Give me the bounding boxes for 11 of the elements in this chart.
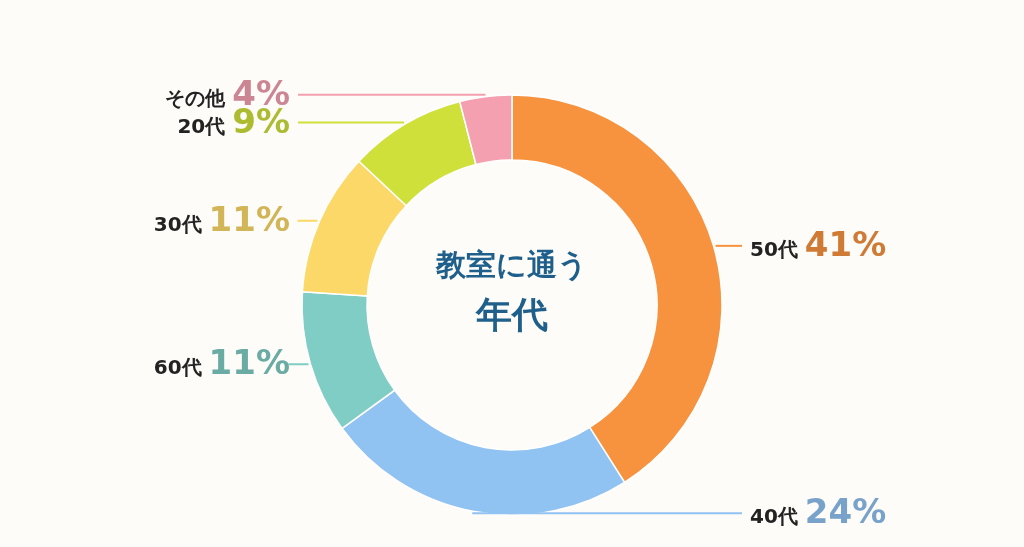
- slice-label: 60代: [153, 355, 209, 380]
- data-label: 24%: [804, 491, 887, 532]
- data-label: 11%: [208, 198, 290, 239]
- data-label: 41%: [804, 223, 887, 264]
- slice-label: 40代: [750, 504, 805, 529]
- slice-label: 50代: [750, 236, 805, 261]
- slice-label: 30代: [153, 211, 209, 236]
- text: 教室に通う年代: [435, 247, 588, 335]
- slice-label: その他: [165, 85, 233, 110]
- data-label: 11%: [208, 342, 290, 383]
- slice-label: 20代: [177, 113, 233, 138]
